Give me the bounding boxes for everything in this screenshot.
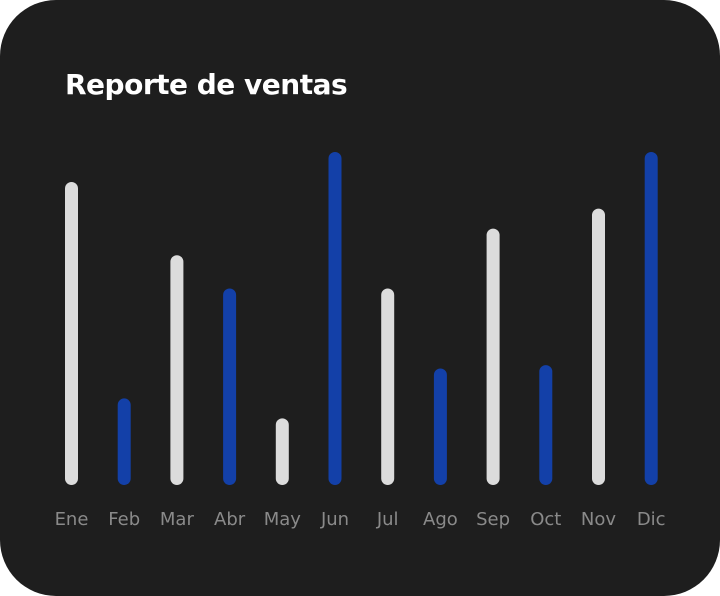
tick-label-oct: Oct <box>530 509 561 530</box>
bars-group <box>65 152 658 486</box>
bar-jun <box>328 152 342 485</box>
bar-oct <box>539 365 553 485</box>
bar-ene <box>65 181 78 485</box>
bar-jul <box>381 288 395 485</box>
tick-label-jun: Jun <box>320 509 349 530</box>
tick-label-ene: Ene <box>55 509 89 530</box>
tick-label-may: May <box>264 509 302 530</box>
bar-may <box>275 418 289 485</box>
bar-abr <box>223 288 237 485</box>
bar-sep <box>486 228 500 485</box>
bar-ago <box>433 368 447 485</box>
bar-nov <box>592 208 605 486</box>
tick-label-nov: Nov <box>581 509 616 530</box>
tick-label-dic: Dic <box>637 509 666 530</box>
tick-label-jul: Jul <box>376 509 399 530</box>
tick-label-abr: Abr <box>214 509 246 530</box>
tick-label-sep: Sep <box>476 509 510 530</box>
bar-feb <box>117 398 131 485</box>
bar-dic <box>644 152 658 485</box>
tick-label-feb: Feb <box>108 509 140 530</box>
bar-mar <box>170 255 184 485</box>
chart-title: Reporte de ventas <box>65 68 348 101</box>
month-labels-group: Ene Feb Mar Abr May Jun Jul Ago Sep Oct Nov Dic <box>55 509 666 530</box>
tick-label-mar: Mar <box>160 509 195 530</box>
tick-label-ago: Ago <box>423 509 458 530</box>
